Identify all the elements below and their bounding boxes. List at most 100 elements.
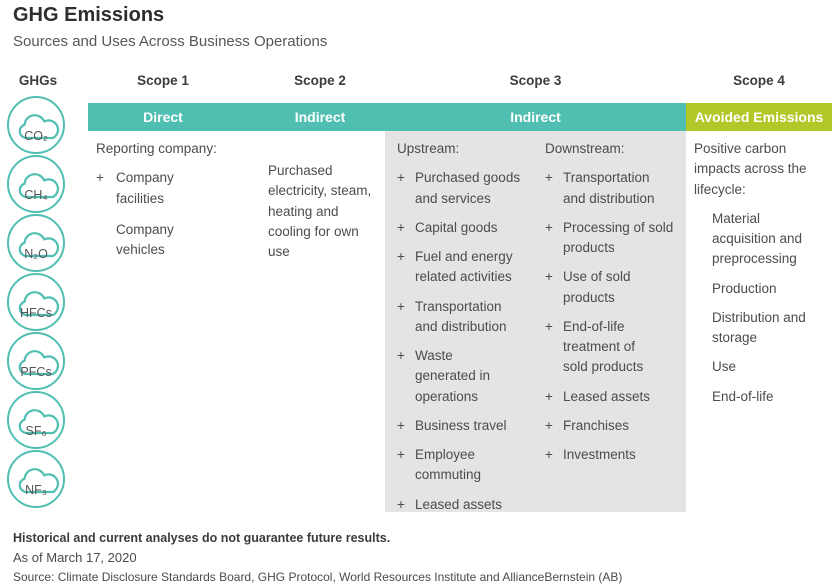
scope1-column: Reporting company: + Company facilities … [96,139,248,271]
gas-badge-hfcs: HFCs [7,273,65,331]
list-item: + Employee commuting [397,445,539,486]
list-item-label: Investments [563,447,636,462]
list-item-label: Leased assets [415,496,503,512]
list-item: + Company facilities [96,168,248,209]
cloud-icon [18,291,60,317]
gas-badge-sf6: SF₆ [7,391,65,449]
scope2-column: Purchased electricity, steam, heating an… [268,161,380,271]
band-label-indirect-scope2: Indirect [294,109,346,125]
upstream-intro: Upstream: [397,141,460,156]
plus-icon: + [545,417,553,433]
list-item: + End-of-life treatment of sold products [545,317,685,378]
cloud-icon [18,350,60,376]
list-item: + Leased assets [545,387,685,407]
list-item-label: Company vehicles [116,221,174,257]
list-item-label: Employee commuting [415,447,482,483]
list-item: Distribution and storage [712,309,806,345]
band-label-direct: Direct [143,109,183,125]
list-item: + Investments [545,445,685,465]
column-header-scope4: Scope 4 [733,73,785,88]
ghg-gas-column: CO₂ CH₄ N₂O HFCs PFCs SF₆ NF₃ [7,96,67,508]
list-item: + Leased assets [397,495,539,515]
list-item: + Capital goods [397,218,539,238]
page-title: GHG Emissions [13,4,165,26]
gas-badge-ch4: CH₄ [7,155,65,213]
plus-icon: + [397,417,405,433]
list-item: + Transportation and distribution [397,297,539,338]
list-item-label: Capital goods [415,219,498,235]
cloud-icon [18,468,60,494]
column-header-ghgs: GHGs [18,73,58,88]
column-header-scope1: Scope 1 [137,73,189,88]
gas-badge-pfcs: PFCs [7,332,65,390]
list-item-label: Fuel and energy related activities [415,249,513,285]
list-item-label: Waste generated in operations [415,348,491,404]
band-label-avoided-emissions: Avoided Emissions [694,109,824,125]
gas-label: N₂O [24,247,48,261]
scope4-band-green [686,103,832,131]
list-item-label: Company facilities [116,170,174,206]
column-header-scope2: Scope 2 [294,73,346,88]
list-item: Use [712,359,737,375]
scope4-column: Positive carbon impacts across the lifec… [694,139,820,416]
list-item: + Transportation and distribution [545,168,685,209]
list-item: + Franchises [545,416,685,436]
scopes-band-teal [88,103,686,131]
gas-badge-nf3: NF₃ [7,450,65,508]
column-header-scope3: Scope 3 [509,73,562,88]
disclaimer-text: Historical and current analyses do not g… [13,531,391,545]
band-label-indirect-scope3: Indirect [510,109,561,125]
plus-icon: + [545,447,553,462]
gas-label: NF₃ [25,483,47,497]
list-item-label: Franchises [563,417,630,433]
scope4-intro: Positive carbon impacts across the lifec… [694,141,807,197]
list-item: + Use of sold products [545,267,685,308]
list-item-label: Leased assets [563,388,651,404]
gas-label: HFCs [20,306,52,320]
plus-icon: + [545,219,553,235]
list-item-label: End-of-life treatment of sold products [563,318,644,375]
list-item-label: Purchased goods and services [415,170,521,206]
plus-icon: + [545,269,553,285]
plus-icon: + [397,298,405,314]
list-item: + Waste generated in operations [397,346,539,407]
plus-icon: + [397,219,405,235]
as-of-date: As of March 17, 2020 [13,550,137,565]
cloud-icon [18,173,60,199]
list-item-label: Business travel [415,417,507,433]
scope2-text: Purchased electricity, steam, heating an… [268,163,372,259]
list-item: End-of-life [712,388,774,404]
bullet-spacer [96,220,116,261]
cloud-icon [18,409,60,435]
plus-icon: + [397,447,405,462]
list-item: + Fuel and energy related activities [397,247,539,288]
scope3-gray-panel [385,131,686,512]
gas-label: CO₂ [24,129,48,143]
gas-label: CH₄ [24,188,48,202]
list-item: Material acquisition and preprocessing [712,210,803,267]
plus-icon: + [96,170,104,186]
list-item: Company vehicles [96,220,248,261]
list-item: Production [712,280,777,296]
gas-badge-co2: CO₂ [7,96,65,154]
plus-icon: + [397,249,405,264]
plus-icon: + [397,496,405,512]
list-item: + Purchased goods and services [397,168,539,209]
list-item-label: Processing of sold products [563,219,674,255]
list-item-label: Use of sold products [563,269,631,305]
plus-icon: + [545,388,553,404]
plus-icon: + [545,318,553,334]
scope3-upstream-column: Upstream: + Purchased goods and services… [397,139,539,524]
page-subtitle: Sources and Uses Across Business Operati… [13,33,328,50]
list-item-label: Transportation and distribution [563,170,655,206]
list-item: + Business travel [397,416,539,436]
source-attribution: Source: Climate Disclosure Standards Boa… [13,570,623,584]
cloud-icon [18,114,60,140]
plus-icon: + [397,348,405,363]
cloud-icon [18,232,60,258]
list-item-label: Transportation and distribution [415,298,507,334]
gas-label: PFCs [20,365,52,379]
scope1-intro: Reporting company: [96,141,217,156]
plus-icon: + [545,170,553,186]
